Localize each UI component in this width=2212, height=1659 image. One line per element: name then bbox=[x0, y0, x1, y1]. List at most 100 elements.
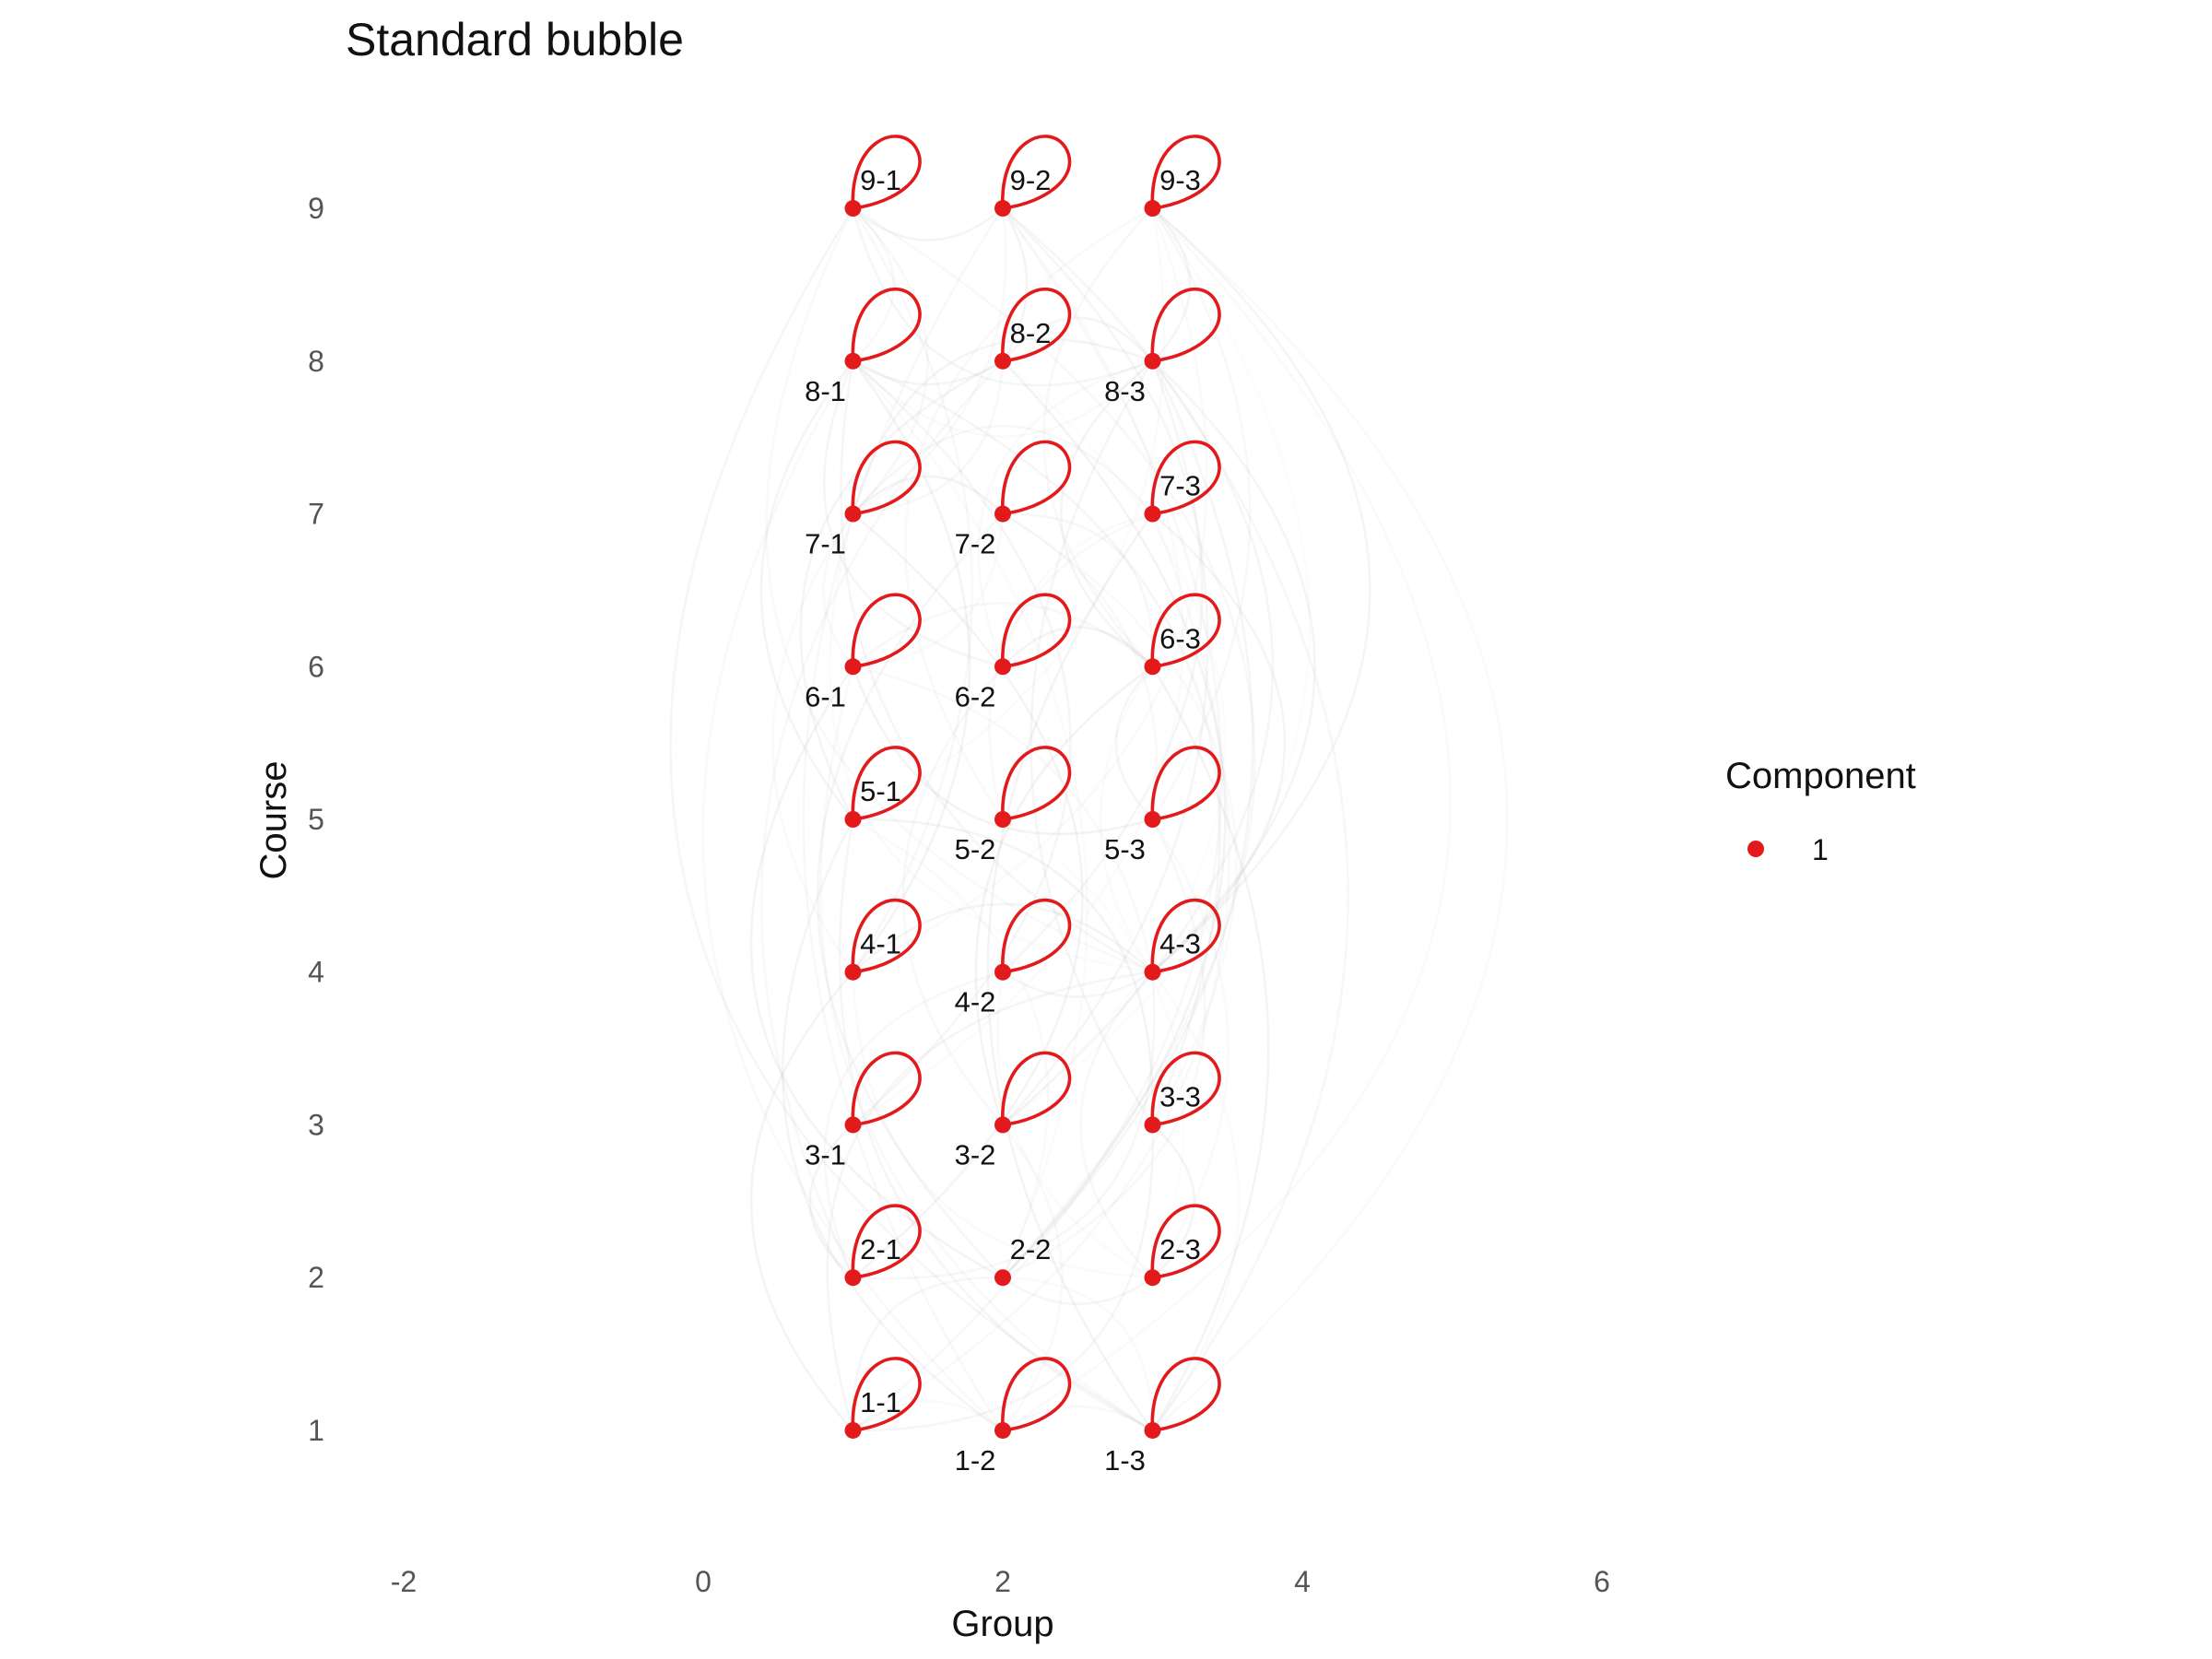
edge-line bbox=[1151, 665, 1270, 1431]
edge-line bbox=[1151, 1124, 1195, 1279]
node-label: 9-1 bbox=[860, 164, 901, 196]
edge-line bbox=[852, 207, 1166, 821]
node-point bbox=[844, 505, 862, 523]
edge-line bbox=[852, 902, 1154, 973]
edge-line bbox=[852, 359, 1221, 1126]
node-label: 5-2 bbox=[955, 833, 996, 865]
edge-line bbox=[1002, 512, 1238, 1126]
legend-key-point bbox=[1747, 841, 1764, 857]
edge-line bbox=[852, 337, 1153, 514]
edge-line bbox=[1001, 207, 1029, 362]
edge-line bbox=[852, 359, 1004, 386]
node-label: 2-3 bbox=[1159, 1233, 1201, 1265]
edge-line bbox=[749, 665, 1004, 1279]
node-label: 3-1 bbox=[805, 1138, 846, 1171]
edge-line bbox=[759, 359, 854, 820]
edge-line bbox=[1079, 971, 1154, 1279]
y-tick-label: 8 bbox=[308, 345, 324, 378]
edge-line bbox=[1151, 360, 1349, 1431]
self-loop bbox=[1150, 593, 1221, 669]
edge-line bbox=[852, 207, 1007, 515]
edge-line bbox=[1151, 207, 1252, 820]
edge-line bbox=[852, 207, 973, 973]
edge-line bbox=[1002, 1405, 1154, 1432]
edge-line bbox=[799, 359, 1004, 820]
edge-line bbox=[1099, 665, 1154, 973]
edge-line bbox=[852, 206, 1256, 1279]
y-tick-label: 2 bbox=[308, 1261, 324, 1294]
self-loop bbox=[1150, 898, 1221, 974]
node-point bbox=[844, 963, 862, 981]
edge-line bbox=[819, 665, 1154, 1432]
self-loop bbox=[1150, 1357, 1221, 1432]
edge-line bbox=[1002, 316, 1154, 362]
node-label: 6-1 bbox=[805, 680, 846, 712]
edge-line bbox=[823, 360, 1004, 668]
edge-line bbox=[765, 207, 1153, 973]
node-point bbox=[844, 658, 862, 676]
node-point bbox=[994, 811, 1011, 828]
self-loop bbox=[1001, 135, 1072, 210]
y-tick-label: 6 bbox=[308, 650, 324, 683]
x-axis-title: Group bbox=[951, 1604, 1053, 1644]
edge-line bbox=[977, 359, 1153, 667]
edge-line bbox=[852, 602, 1154, 668]
node-point bbox=[994, 200, 1011, 218]
edge-line bbox=[1042, 207, 1154, 668]
edge-line bbox=[1030, 360, 1154, 1126]
node-label: 2-2 bbox=[1010, 1233, 1052, 1265]
node-point bbox=[844, 200, 862, 218]
self-loop bbox=[851, 593, 922, 669]
edge-line bbox=[853, 665, 1154, 972]
self-loop bbox=[1150, 746, 1221, 821]
edge-line bbox=[1002, 359, 1227, 1279]
edge-line bbox=[1151, 207, 1509, 1431]
node-point bbox=[844, 1269, 862, 1287]
edge-line bbox=[1001, 512, 1153, 667]
edge-line bbox=[988, 512, 1153, 820]
self-loop bbox=[1001, 898, 1072, 974]
self-loop bbox=[851, 1204, 922, 1279]
node-label: 7-2 bbox=[955, 528, 996, 560]
node-point bbox=[844, 1421, 862, 1439]
edge-line bbox=[829, 513, 1153, 973]
edge-line bbox=[1002, 971, 1154, 998]
edge-line bbox=[771, 512, 854, 973]
edge-line bbox=[1002, 207, 1311, 1126]
node-label: 6-3 bbox=[1159, 622, 1201, 654]
edge-line bbox=[853, 360, 1005, 515]
y-tick-label: 9 bbox=[308, 192, 324, 225]
node-label: 4-3 bbox=[1159, 928, 1201, 960]
edge-line bbox=[852, 207, 1153, 387]
self-loop bbox=[1150, 440, 1221, 516]
y-tick-label: 7 bbox=[308, 498, 324, 531]
edge-line bbox=[853, 971, 1156, 1280]
node-label: 4-2 bbox=[955, 986, 996, 1018]
y-axis-title: Course bbox=[253, 761, 294, 880]
edge-line bbox=[902, 665, 1004, 1126]
edge-line bbox=[853, 818, 1155, 1125]
y-axis-ticks: 1 2 3 4 5 6 7 8 9 bbox=[308, 192, 324, 1447]
edge-line bbox=[1151, 207, 1192, 362]
node-point bbox=[994, 352, 1011, 370]
self-loop bbox=[1150, 1204, 1221, 1279]
edge-line bbox=[851, 1276, 1004, 1431]
edge-line bbox=[852, 207, 929, 515]
node-point bbox=[844, 352, 862, 370]
edge-line bbox=[1002, 359, 1227, 1126]
edge-line bbox=[1151, 818, 1230, 1278]
node-label: 8-1 bbox=[805, 375, 846, 407]
edge-line bbox=[1002, 1276, 1154, 1431]
edge-line bbox=[852, 207, 895, 362]
edge-line bbox=[1002, 626, 1154, 668]
x-tick-label: 2 bbox=[994, 1565, 1011, 1598]
chart-title: Standard bubble bbox=[346, 14, 684, 65]
node-label: 9-2 bbox=[1010, 164, 1052, 196]
edge-line bbox=[852, 512, 1084, 1279]
node-point bbox=[1144, 1421, 1161, 1439]
legend: Component 1 bbox=[1725, 756, 1916, 866]
self-loop bbox=[1001, 440, 1072, 516]
edge-line bbox=[701, 360, 1004, 1431]
edge-line bbox=[760, 359, 1004, 1278]
